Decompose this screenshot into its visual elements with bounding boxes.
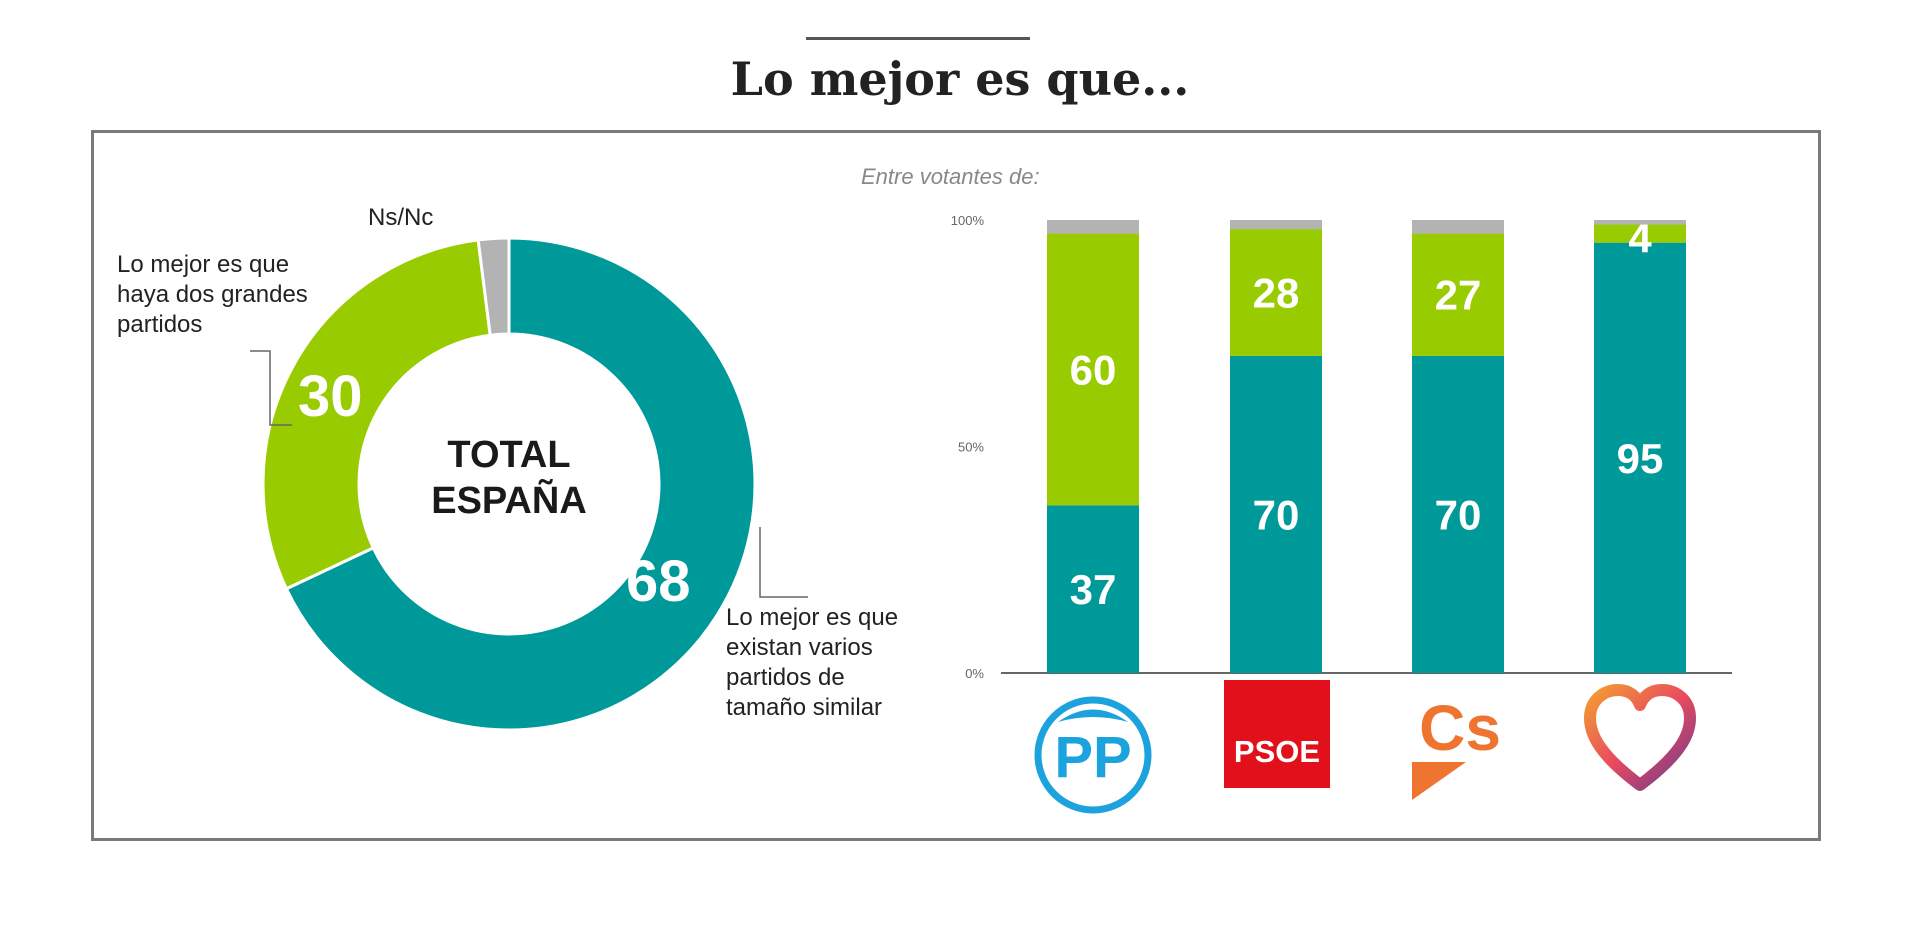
bar-segment xyxy=(1047,220,1139,234)
bar-segment xyxy=(1594,242,1686,673)
bar-segment xyxy=(1594,220,1686,225)
y-tick-label: 100% xyxy=(951,213,985,228)
donut-slice xyxy=(476,236,511,337)
donut-value-several-parties: 68 xyxy=(626,549,691,614)
psoe-logo xyxy=(1224,680,1330,788)
bar-segment xyxy=(1594,224,1686,243)
bar-value-label: 95 xyxy=(1617,435,1664,482)
bar-segment xyxy=(1412,233,1504,356)
bar-value-label: 27 xyxy=(1435,272,1482,319)
donut-slice xyxy=(261,238,492,591)
donut-label-several-parties-line: partidos de xyxy=(726,664,845,691)
bar-value-label: 37 xyxy=(1070,566,1117,613)
bar-chart-note: Entre votantes de: xyxy=(861,164,1040,189)
bar-value-label: 70 xyxy=(1435,491,1482,538)
leader-line xyxy=(759,527,808,598)
page-title: Lo mejor es que... xyxy=(730,52,1190,106)
donut-label-two-parties-line: partidos xyxy=(117,311,203,338)
bar-segment xyxy=(1412,220,1504,234)
donut-center-label: TOTAL ESPAÑA xyxy=(379,432,639,524)
bar-segment xyxy=(1230,355,1322,673)
donut-label-two-parties-line: haya dos grandes xyxy=(117,281,308,308)
y-tick-label: 50% xyxy=(958,440,984,455)
bar-segment xyxy=(1412,355,1504,673)
donut-label-several-parties-line: tamaño similar xyxy=(726,694,883,721)
y-tick-label: 0% xyxy=(965,666,984,681)
bar-segment xyxy=(1047,505,1139,673)
donut-slice xyxy=(284,236,757,732)
chart-frame xyxy=(91,130,1821,841)
bar-value-label: 28 xyxy=(1253,269,1300,316)
bar-value-label: 70 xyxy=(1253,491,1300,538)
donut-center-label-line: ESPAÑA xyxy=(431,480,587,522)
bar-segment xyxy=(1230,229,1322,356)
pp-logo xyxy=(1034,696,1152,814)
pp-logo-text: PP xyxy=(1054,725,1131,790)
bar-segment xyxy=(1047,233,1139,506)
donut-label-two-parties: Lo mejor es que haya dos grandes partido… xyxy=(117,250,308,340)
donut-value-two-parties: 30 xyxy=(298,364,363,429)
donut-label-several-parties: Lo mejor es que existan varios partidos … xyxy=(726,603,898,723)
donut-label-several-parties-line: Lo mejor es que xyxy=(726,604,899,631)
donut-label-ns: Ns/Nc xyxy=(368,204,434,231)
cs-logo-text: Cs xyxy=(1419,692,1501,764)
title-rule xyxy=(806,37,1030,40)
donut-label-several-parties-line: existan varios xyxy=(726,634,873,661)
bar-value-label: 60 xyxy=(1070,346,1117,393)
leader-line xyxy=(250,350,292,426)
podemos-heart-icon xyxy=(1584,684,1696,791)
pp-logo-bird xyxy=(1058,709,1128,722)
bar-segment xyxy=(1230,220,1322,230)
donut-center-label-line: TOTAL xyxy=(447,434,571,476)
cs-logo-arrow xyxy=(1412,762,1466,800)
donut-label-two-parties-line: Lo mejor es que xyxy=(117,251,290,278)
psoe-logo-text: PSOE xyxy=(1234,734,1320,769)
